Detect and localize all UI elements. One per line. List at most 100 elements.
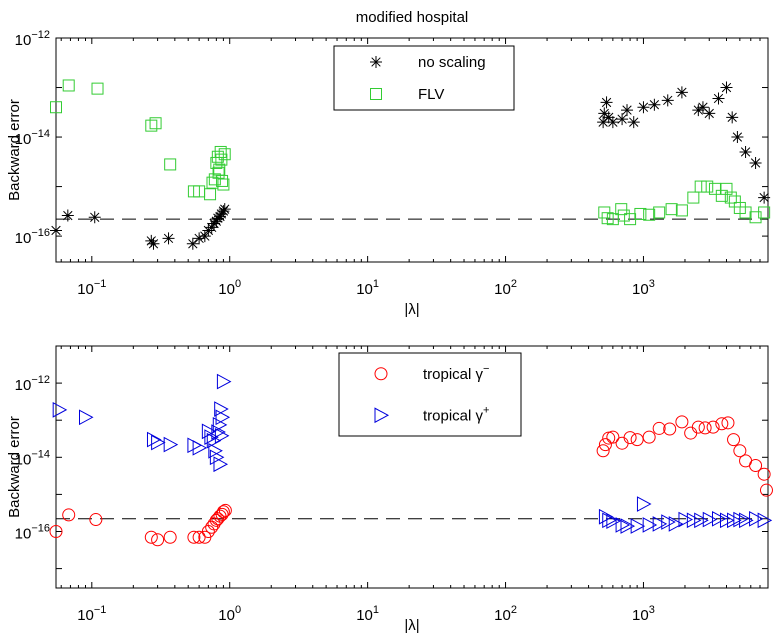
legend-label: tropical γ− xyxy=(423,363,489,383)
data-point xyxy=(663,422,677,436)
data-point xyxy=(192,530,206,544)
data-point xyxy=(758,206,771,219)
data-point xyxy=(757,467,771,481)
data-point xyxy=(211,150,224,163)
data-point xyxy=(712,92,725,105)
x-tick-label: 10−1 xyxy=(77,278,106,298)
data-point xyxy=(214,427,230,444)
data-point xyxy=(648,98,661,111)
data-point xyxy=(598,508,614,525)
data-point xyxy=(88,211,101,224)
data-point xyxy=(721,416,735,430)
data-point xyxy=(204,188,217,201)
data-point xyxy=(621,104,634,117)
y-axis-label: Backward error xyxy=(6,416,23,518)
data-point xyxy=(596,444,610,458)
legend: tropical γ− tropical γ+ xyxy=(338,352,522,437)
legend-marker xyxy=(374,367,388,381)
data-point xyxy=(759,483,773,497)
data-point xyxy=(187,530,201,544)
data-point xyxy=(212,166,225,179)
series-triangle-right xyxy=(52,373,773,534)
data-point xyxy=(602,111,615,124)
data-point xyxy=(733,511,748,528)
data-point xyxy=(616,113,629,126)
legend-label: no scaling xyxy=(418,54,486,71)
data-point xyxy=(606,430,620,444)
data-point xyxy=(698,421,712,435)
series-asterisk xyxy=(50,81,771,250)
data-point xyxy=(163,436,179,453)
y-tick-label: 10−16 xyxy=(15,227,50,247)
legend-marker xyxy=(370,88,382,100)
legend-box xyxy=(338,352,522,437)
data-point xyxy=(728,195,741,208)
data-point xyxy=(652,516,668,532)
legend-marker xyxy=(370,56,382,68)
data-point xyxy=(652,421,666,435)
data-point xyxy=(724,191,737,204)
data-point xyxy=(215,507,229,521)
data-point xyxy=(630,433,644,447)
data-point xyxy=(215,409,231,426)
x-tick-label: 102 xyxy=(494,604,517,624)
data-point xyxy=(218,503,232,517)
data-point xyxy=(749,156,762,169)
y-tick-label: 10−14 xyxy=(15,128,50,148)
x-tick-label: 102 xyxy=(494,278,517,298)
data-point xyxy=(739,145,752,158)
data-point xyxy=(146,431,162,448)
data-point xyxy=(636,496,652,512)
data-point xyxy=(749,211,762,224)
data-point xyxy=(62,508,76,522)
data-point xyxy=(598,438,612,452)
data-point xyxy=(209,449,225,466)
data-point xyxy=(757,512,773,529)
legend: no scaling FLV xyxy=(333,45,515,111)
data-point xyxy=(708,182,721,195)
data-point xyxy=(623,431,637,445)
data-point xyxy=(715,189,728,202)
data-point xyxy=(208,442,223,459)
x-axis-label: |λ| xyxy=(404,301,419,318)
y-axis-label: Backward error xyxy=(6,99,23,201)
data-point xyxy=(217,178,230,191)
data-point xyxy=(216,174,229,187)
data-point xyxy=(726,111,739,124)
data-point xyxy=(617,209,630,222)
data-point xyxy=(615,203,628,216)
data-point xyxy=(602,431,616,445)
data-point xyxy=(600,96,613,109)
data-point xyxy=(665,203,678,216)
data-point xyxy=(694,512,709,529)
data-point xyxy=(215,207,228,220)
data-point xyxy=(692,104,705,117)
data-point xyxy=(675,204,688,217)
data-point xyxy=(193,232,206,245)
data-point xyxy=(739,206,752,219)
data-point xyxy=(210,215,223,228)
data-point xyxy=(702,511,718,528)
data-point xyxy=(164,158,177,171)
y-tick-label: 10−12 xyxy=(15,29,50,49)
data-point xyxy=(151,533,165,547)
x-minor-ticks xyxy=(60,346,769,588)
data-point xyxy=(749,510,764,527)
y-tick-label: 10−14 xyxy=(15,448,50,468)
data-point xyxy=(198,230,211,243)
y-tick-label: 10−12 xyxy=(15,374,50,394)
data-point xyxy=(211,424,226,440)
data-point xyxy=(675,415,689,429)
data-point xyxy=(89,513,103,527)
data-point xyxy=(147,237,160,250)
series-circle xyxy=(49,415,773,547)
data-point xyxy=(50,224,62,237)
data-point xyxy=(642,517,658,533)
data-point xyxy=(602,512,617,529)
x-tick-label: 100 xyxy=(218,604,241,624)
data-point xyxy=(206,432,222,449)
data-point xyxy=(686,512,702,529)
x-tick-label: 101 xyxy=(356,278,379,298)
data-point xyxy=(215,153,228,166)
